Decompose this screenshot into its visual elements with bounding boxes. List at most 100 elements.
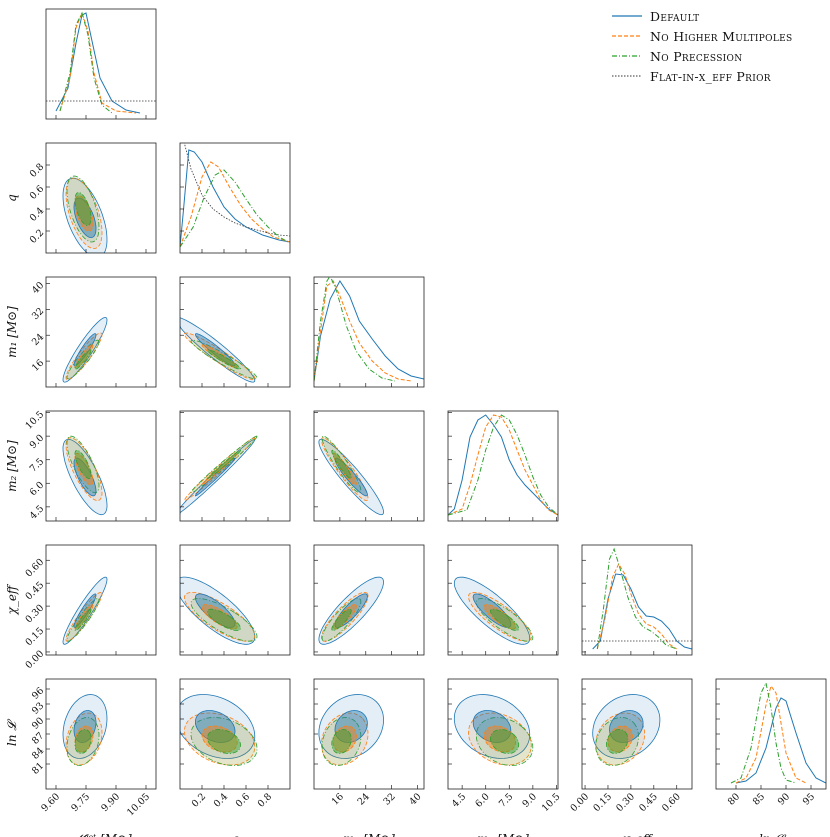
y-tick-label-lnL: 87 xyxy=(30,730,46,746)
contour-inner-2 xyxy=(489,608,520,632)
contour-inner-2 xyxy=(74,608,92,632)
y-tick-label-lnL: 96 xyxy=(30,685,46,701)
panel-frame xyxy=(715,678,827,790)
contour-outer-1 xyxy=(467,591,532,642)
marginal-mc-2 xyxy=(59,11,113,114)
panel-chi-chi xyxy=(581,544,693,656)
y-tick-label-m2: 7.5 xyxy=(28,456,46,474)
x-axis-label-lnL: ln 𝓛 xyxy=(759,832,786,837)
contour-inner-2 xyxy=(74,192,92,226)
y-tick-label-lnL: 90 xyxy=(30,715,46,731)
panel-frame xyxy=(313,276,425,388)
contour-inner-1 xyxy=(74,195,94,232)
x-tick-label-lnL: 95 xyxy=(801,791,817,807)
contour-outer-2 xyxy=(321,598,362,642)
solid-line-icon xyxy=(612,15,642,17)
dashdot-line-icon xyxy=(612,55,642,57)
x-tick-label-m1: 24 xyxy=(356,791,372,807)
panel-frame xyxy=(179,544,291,656)
contour-inner-2 xyxy=(74,729,92,754)
legend-label-flat-prior: Flat-in-χ_eff Prior xyxy=(650,68,771,84)
panel-frame xyxy=(179,276,291,388)
panel-chi-lnL: 0.000.150.300.450.60 χ_eff xyxy=(568,678,693,837)
contour-inner-0 xyxy=(73,457,97,497)
contour-outer-1 xyxy=(65,177,103,250)
y-tick-label-m2: 6.0 xyxy=(28,480,46,498)
y-axis-label-q: q xyxy=(5,194,19,202)
y-axis-label-m1: m₁ [M⊙] xyxy=(5,306,19,358)
x-tick-label-m2: 9.0 xyxy=(521,791,539,809)
contour-outer-2 xyxy=(66,717,100,766)
y-axis-label-chi: χ_eff xyxy=(5,583,19,615)
x-tick-label-m2: 10.5 xyxy=(540,791,563,814)
contour-outer-0 xyxy=(318,694,385,759)
panel-frame xyxy=(45,8,157,120)
panel-frame xyxy=(179,142,291,254)
contour-inner-2 xyxy=(74,349,92,370)
marginal-m2-0 xyxy=(448,414,558,516)
panel-lnL-lnL: 80 85 90 95 ln 𝓛 xyxy=(715,678,827,837)
x-axis-label-m1: m₁ [M⊙] xyxy=(343,832,395,837)
legend-item-no-higher-multipoles: No Higher Multipoles xyxy=(612,26,792,46)
panel-q-m2 xyxy=(179,410,291,522)
contour-outer-1 xyxy=(183,712,256,766)
y-tick-label-lnL: 81 xyxy=(30,760,46,776)
contour-inner-1 xyxy=(483,604,517,630)
panel-m2-m2 xyxy=(447,410,559,522)
x-tick-label-lnL: 80 xyxy=(726,791,742,807)
contour-outer-2 xyxy=(475,598,534,642)
contour-inner-1 xyxy=(483,725,517,753)
contour-inner-2 xyxy=(74,449,92,480)
contour-inner-2 xyxy=(207,449,241,480)
y-tick-label-m1: 32 xyxy=(30,306,46,322)
dotted-line-icon xyxy=(612,75,642,77)
contour-outer-2 xyxy=(66,435,100,494)
contour-inner-2 xyxy=(605,729,629,754)
contour-inner-1 xyxy=(332,452,357,486)
x-tick-label-chi: 0.60 xyxy=(660,791,683,814)
x-axis-label-m2: m₂ [M⊙] xyxy=(477,832,529,837)
marginal-q-3 xyxy=(183,143,290,237)
x-tick-label-q: 0.8 xyxy=(256,791,274,809)
x-tick-label-lnL: 90 xyxy=(776,791,792,807)
panel-q-m1 xyxy=(179,276,291,388)
marginal-m2-2 xyxy=(448,414,558,516)
contour-outer-1 xyxy=(595,712,646,766)
contour-outer-0 xyxy=(180,694,256,759)
x-tick-label-chi: 0.45 xyxy=(637,791,660,814)
dashed-line-icon xyxy=(612,35,642,37)
legend-label-no-precession: No Precession xyxy=(650,48,743,64)
x-tick-label-mc: 10.05 xyxy=(125,791,152,818)
y-tick-label-m2: 9.0 xyxy=(28,433,46,451)
contour-outer-2 xyxy=(66,175,100,243)
panel-mc-m2: 4.5 6.0 7.5 9.010.5 m₂ [M⊙] xyxy=(5,409,157,522)
y-axis-label-m2: m₂ [M⊙] xyxy=(5,440,19,492)
panel-m1-m1 xyxy=(313,276,425,388)
contour-outer-0 xyxy=(62,438,108,516)
y-tick-label-q: 0.2 xyxy=(28,227,46,245)
x-tick-label-mc: 9.60 xyxy=(39,791,62,814)
contour-inner-1 xyxy=(332,725,357,753)
contour-inner-0 xyxy=(472,593,512,628)
marginal-q-1 xyxy=(180,161,290,248)
marginal-chi-2 xyxy=(596,547,677,650)
y-tick-label-m2: 4.5 xyxy=(28,503,46,521)
panel-frame xyxy=(313,544,425,656)
x-tick-label-q: 0.2 xyxy=(190,791,208,809)
panel-frame xyxy=(447,410,559,522)
y-tick-label-m1: 24 xyxy=(30,332,46,348)
panel-m2-chi xyxy=(447,544,559,656)
panel-q-lnL: 0.20.40.60.8 q xyxy=(179,678,291,837)
legend-label-no-higher-multipoles: No Higher Multipoles xyxy=(650,28,793,44)
panel-mc-chi: 0.000.150.300.450.60 χ_eff xyxy=(5,544,157,671)
x-tick-label-lnL: 85 xyxy=(751,791,767,807)
panel-m1-lnL: 16 24 32 40 m₁ [M⊙] xyxy=(313,678,425,837)
contour-outer-1 xyxy=(320,592,369,642)
x-axis-label-q: q xyxy=(231,832,239,837)
panel-frame xyxy=(447,544,559,656)
contour-inner-2 xyxy=(207,608,241,631)
x-tick-label-q: 0.6 xyxy=(234,791,252,809)
x-tick-label-m2: 6.0 xyxy=(473,791,491,809)
y-tick-label-chi: 0.15 xyxy=(24,625,47,648)
